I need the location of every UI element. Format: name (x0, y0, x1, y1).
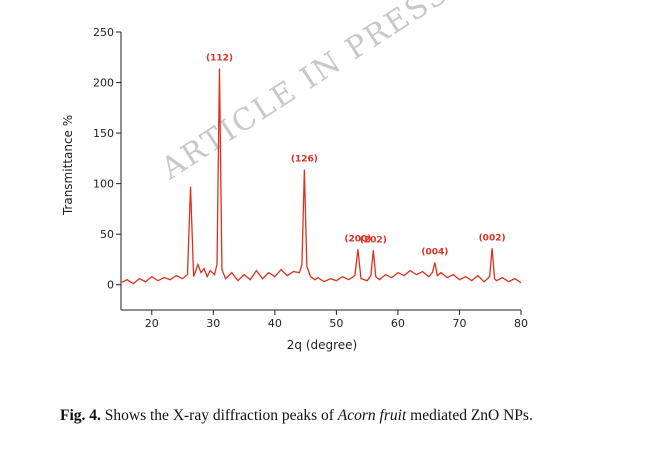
peak-label: (202) (360, 235, 387, 245)
peak-label: (200) (344, 234, 371, 244)
peak-label: (002) (479, 233, 506, 243)
caption-label: Fig. 4. (60, 407, 101, 424)
caption-italic: Acorn fruit (337, 407, 407, 424)
x-tick-label: 50 (329, 317, 343, 330)
chart: ARTICLE IN PRESS Transmittance % 2q (deg… (61, 0, 528, 352)
x-tick-label: 40 (268, 317, 282, 330)
y-tick-label: 250 (93, 26, 114, 39)
caption-text: mediated ZnO NPs. (406, 407, 533, 424)
y-tick-label: 200 (93, 77, 114, 90)
x-tick-label: 30 (206, 317, 220, 330)
peak-label: (004) (421, 247, 448, 257)
line-series (120, 68, 522, 285)
y-tick-label: 0 (107, 279, 114, 292)
x-tick-label: 20 (145, 317, 159, 330)
x-axis-label: 2q (degree) (287, 338, 357, 352)
peak-label: (112) (206, 53, 233, 63)
x-tick-label: 60 (391, 317, 405, 330)
y-axis-label: Transmittance % (61, 115, 75, 216)
y-tick-label: 150 (93, 127, 114, 140)
x-tick-label: 70 (452, 317, 466, 330)
caption: Fig. 4. Shows the X-ray diffraction peak… (22, 402, 647, 429)
y-tick-label: 100 (93, 178, 114, 191)
peak-label: (126) (291, 154, 318, 164)
caption-text: Shows the X-ray diffraction peaks of (100, 407, 338, 424)
y-tick-label: 50 (100, 228, 114, 241)
x-tick-label: 80 (514, 317, 528, 330)
